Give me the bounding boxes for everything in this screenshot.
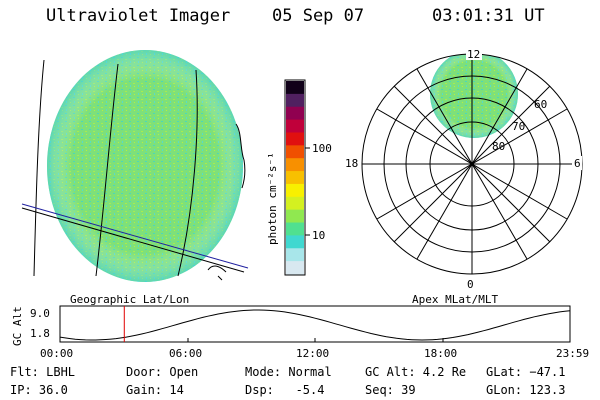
timeline-tick-1200: 12:00 [296, 347, 330, 360]
colorbar-tick-100: 100 [312, 142, 332, 155]
mlt-label-12: 12 [467, 48, 481, 61]
polar-caption: Apex MLat/MLT [412, 293, 499, 306]
polar-plot [344, 48, 583, 290]
colorbar-band [286, 261, 304, 275]
mlt-label-0: 0 [467, 278, 474, 291]
app-title: Ultraviolet Imager [46, 6, 231, 26]
colorbar-frame [284, 79, 306, 276]
geo-meridian [177, 69, 198, 277]
colorbar-band [286, 106, 304, 121]
info-seq: Seq: 39 [365, 383, 416, 397]
mlat-label-60: 60 [534, 98, 548, 111]
uv-image-disc-edge [47, 50, 243, 282]
timeline-tick-0000: 00:00 [40, 347, 74, 360]
colorbar-band [286, 196, 304, 211]
colorbar-band [286, 183, 304, 198]
label-bg [466, 276, 478, 290]
info-filter: Flt: LBHL [10, 365, 76, 379]
mlat-label-80: 80 [492, 140, 506, 153]
label-bg [344, 156, 360, 170]
colorbar-band [286, 119, 304, 133]
satellite-track [21, 203, 249, 269]
mlt-label-6: 6 [574, 157, 581, 170]
info-ip: IP: 36.0 [10, 383, 68, 397]
info-door: Door: Open [126, 365, 199, 379]
colorbar-band [286, 171, 304, 185]
date-label: 05 Sep 07 [272, 6, 365, 26]
timeline-frame [59, 305, 571, 343]
timeline-tick-1800: 18:00 [424, 347, 458, 360]
colorbar-band [286, 93, 304, 108]
geo-image-panel [21, 50, 249, 282]
label-bg [572, 156, 582, 170]
colorbar-band [286, 235, 304, 249]
timeline-ymax: 9.0 [30, 307, 50, 320]
mlt-label-18: 18 [345, 157, 359, 170]
coastline [207, 265, 227, 281]
info-glat: GLat: −47.1 [486, 365, 566, 379]
geo-meridian [33, 59, 45, 277]
colorbar-band [286, 209, 304, 224]
geo-meridian [95, 63, 119, 277]
polar-image-blob-edge [430, 54, 518, 138]
info-gain: Gain: 14 [126, 383, 184, 397]
timeline-tick-2359: 23:59 [556, 347, 590, 360]
colorbar [284, 79, 310, 276]
colorbar-band [286, 145, 304, 159]
timeline-ylabel: GC Alt [11, 306, 24, 346]
geo-caption: Geographic Lat/Lon [70, 293, 190, 306]
timeline-tick-0600: 06:00 [169, 347, 203, 360]
colorbar-band [286, 81, 304, 95]
polar-spoke [376, 108, 568, 220]
colorbar-tick-10: 10 [312, 229, 326, 242]
info-gc-alt: GC Alt: 4.2 Re [365, 365, 467, 379]
colorbar-band [286, 158, 304, 172]
colorbar-band [286, 248, 304, 262]
mlat-label-70: 70 [512, 120, 526, 133]
info-dsp: Dsp: -5.4 [245, 383, 325, 397]
info-mode: Mode: Normal [245, 365, 332, 379]
colorbar-label: photon cm⁻²s⁻¹ [266, 152, 279, 245]
altitude-curve [59, 309, 571, 341]
satellite-track-edge [21, 207, 245, 273]
timeline-ymin: 1.8 [30, 327, 50, 340]
timeline-plot [59, 305, 571, 343]
coastline [235, 123, 246, 189]
info-glon: GLon: 123.3 [486, 383, 566, 397]
colorbar-band [286, 132, 304, 146]
time-label: 03:01:31 UT [432, 6, 545, 26]
label-bg [466, 48, 482, 60]
colorbar-band [286, 222, 304, 236]
